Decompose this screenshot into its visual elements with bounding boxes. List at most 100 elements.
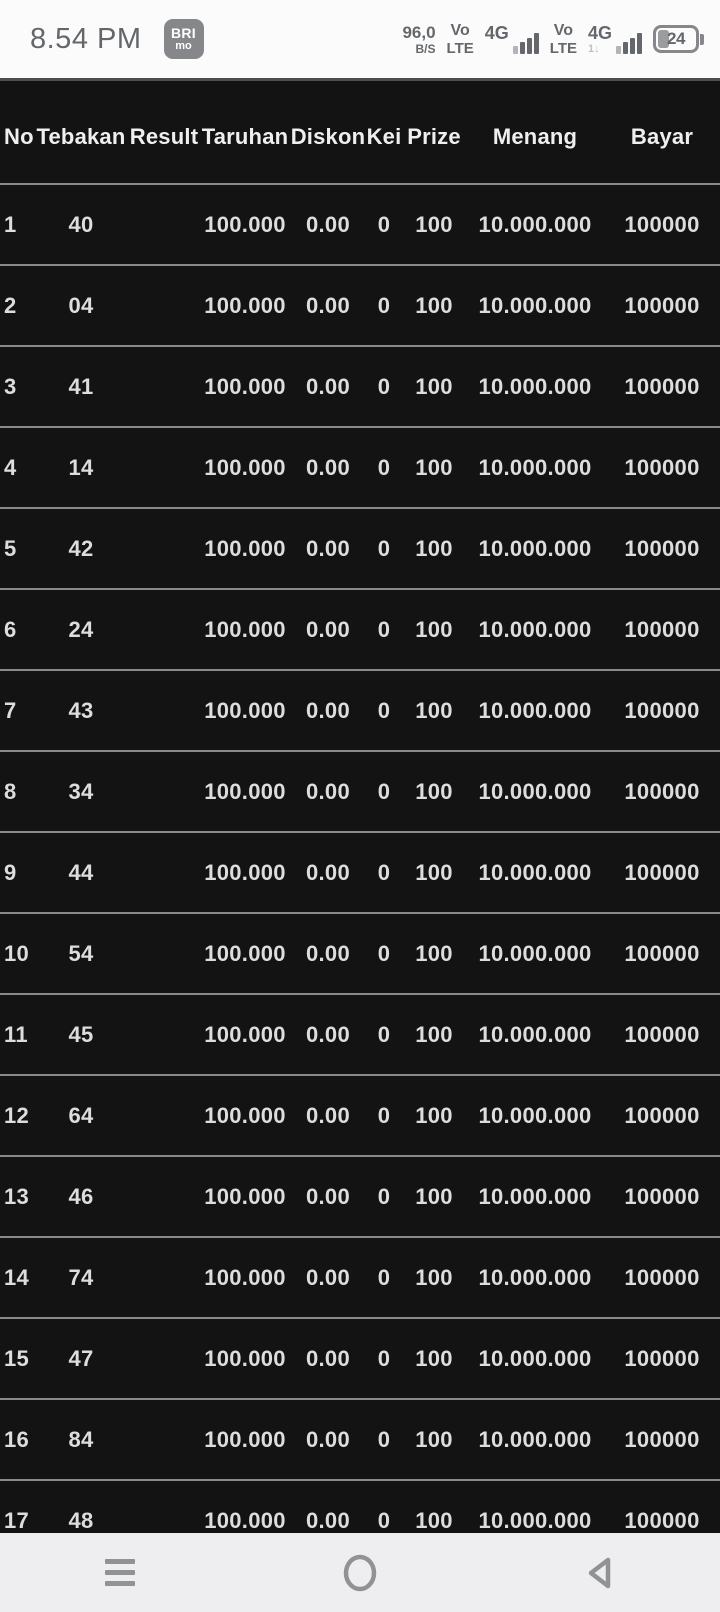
cell-taruhan: 100.000: [204, 292, 286, 318]
cell-no: 6: [4, 616, 17, 642]
cell-prize: 100: [415, 211, 453, 237]
cell-kei: 0: [377, 211, 391, 237]
cell-no: 5: [4, 535, 17, 561]
cell-taruhan: 100.000: [204, 1264, 286, 1290]
column-header-diskon: Diskon: [290, 124, 366, 149]
column-header-tebakan: Tebakan: [36, 124, 126, 149]
cell-bayar: 100000: [624, 1507, 700, 1533]
cell-prize: 100: [415, 535, 453, 561]
cell-prize: 100: [415, 1507, 453, 1533]
cell-taruhan: 100.000: [204, 1102, 286, 1128]
cell-menang: 10.000.000: [478, 1345, 592, 1371]
cell-tebakan: 04: [68, 292, 94, 318]
table-row: 16 84 100.000 0.00 0 100 10.000.000 100000: [0, 1400, 720, 1481]
battery-percent: 24: [667, 29, 685, 48]
cell-prize: 100: [415, 454, 453, 480]
cell-kei: 0: [377, 940, 391, 966]
cell-diskon: 0.00: [305, 535, 351, 561]
network-speed-unit: B/S: [415, 41, 436, 56]
cell-kei: 0: [377, 454, 391, 480]
brimo-app-icon-text-top: BRI: [170, 25, 196, 41]
cell-tebakan: 74: [68, 1264, 94, 1290]
volte-indicator-sim1: Vo LTE: [447, 21, 474, 56]
back-icon[interactable]: [560, 1543, 640, 1603]
cell-taruhan: 100.000: [204, 1021, 286, 1047]
signal-sim1: 4G: [485, 24, 539, 55]
table-row: 10 54 100.000 0.00 0 100 10.000.000 100000: [0, 914, 720, 995]
menu-icon[interactable]: [80, 1543, 160, 1603]
cell-diskon: 0.00: [305, 1507, 351, 1533]
cell-kei: 0: [377, 1264, 391, 1290]
cell-taruhan: 100.000: [204, 1507, 286, 1533]
volte-sim2-top: Vo: [553, 21, 573, 39]
table-row: 17 48 100.000 0.00 0 100 10.000.000 100000: [0, 1481, 720, 1533]
cell-no: 3: [4, 373, 17, 399]
cell-menang: 10.000.000: [478, 373, 592, 399]
cell-kei: 0: [377, 1507, 391, 1533]
cell-menang: 10.000.000: [478, 454, 592, 480]
cell-tebakan: 48: [68, 1507, 94, 1533]
column-header-kei: Kei: [366, 124, 402, 149]
cell-kei: 0: [377, 535, 391, 561]
home-icon[interactable]: [320, 1543, 400, 1603]
cell-diskon: 0.00: [305, 1345, 351, 1371]
table-row: 4 14 100.000 0.00 0 100 10.000.000 100000: [0, 428, 720, 509]
cell-taruhan: 100.000: [204, 616, 286, 642]
android-nav-bar: [0, 1533, 720, 1612]
cell-prize: 100: [415, 1021, 453, 1047]
cell-kei: 0: [377, 1345, 391, 1371]
cell-no: 4: [4, 454, 17, 480]
battery-nub: [700, 33, 704, 45]
cell-kei: 0: [377, 1102, 391, 1128]
cell-tebakan: 40: [68, 211, 94, 237]
cell-diskon: 0.00: [305, 1183, 351, 1209]
table-row: 1 40 100.000 0.00 0 100 10.000.000 100000: [0, 185, 720, 266]
cell-taruhan: 100.000: [204, 778, 286, 804]
cell-bayar: 100000: [624, 454, 700, 480]
cell-no: 15: [4, 1345, 30, 1371]
cell-kei: 0: [377, 616, 391, 642]
cell-prize: 100: [415, 859, 453, 885]
cell-diskon: 0.00: [305, 697, 351, 723]
cell-no: 13: [4, 1183, 30, 1209]
cell-diskon: 0.00: [305, 1102, 351, 1128]
cell-prize: 100: [415, 616, 453, 642]
cell-tebakan: 84: [68, 1426, 94, 1452]
cell-prize: 100: [415, 697, 453, 723]
cell-bayar: 100000: [624, 1264, 700, 1290]
cell-taruhan: 100.000: [204, 373, 286, 399]
cell-taruhan: 100.000: [204, 535, 286, 561]
cell-kei: 0: [377, 778, 391, 804]
cell-prize: 100: [415, 373, 453, 399]
cell-menang: 10.000.000: [478, 1507, 592, 1533]
battery-icon: 24: [653, 25, 704, 53]
network-speed: 96,0 B/S: [402, 24, 435, 55]
cell-no: 17: [4, 1507, 30, 1533]
volte-indicator-sim2: Vo LTE: [549, 21, 577, 57]
cell-tebakan: 45: [68, 1021, 94, 1047]
cell-bayar: 100000: [624, 1183, 700, 1209]
table-row: 9 44 100.000 0.00 0 100 10.000.000 100000: [0, 833, 720, 914]
cell-menang: 10.000.000: [478, 778, 592, 804]
column-header-result: Result: [129, 124, 199, 149]
cell-prize: 100: [415, 778, 453, 804]
status-indicators: 96,0 B/S Vo LTE 4G Vo LTE 4G 1↓: [402, 21, 704, 57]
table-row: 13 46 100.000 0.00 0 100 10.000.000 100000: [0, 1157, 720, 1238]
cell-taruhan: 100.000: [204, 211, 286, 237]
cell-menang: 10.000.000: [478, 292, 592, 318]
cell-prize: 100: [415, 940, 453, 966]
cell-tebakan: 24: [68, 616, 94, 642]
cell-diskon: 0.00: [305, 778, 351, 804]
volte-sim2-bottom: LTE: [549, 39, 577, 57]
network-sub-sim2: 1↓: [587, 42, 600, 55]
table-row: 6 24 100.000 0.00 0 100 10.000.000 100000: [0, 590, 720, 671]
cell-menang: 10.000.000: [478, 535, 592, 561]
cell-taruhan: 100.000: [204, 1183, 286, 1209]
volte-sim1-top: Vo: [450, 21, 470, 39]
cell-taruhan: 100.000: [204, 1345, 286, 1371]
cell-tebakan: 54: [68, 940, 94, 966]
column-header-prize: Prize: [407, 124, 461, 149]
cell-taruhan: 100.000: [204, 1426, 286, 1452]
